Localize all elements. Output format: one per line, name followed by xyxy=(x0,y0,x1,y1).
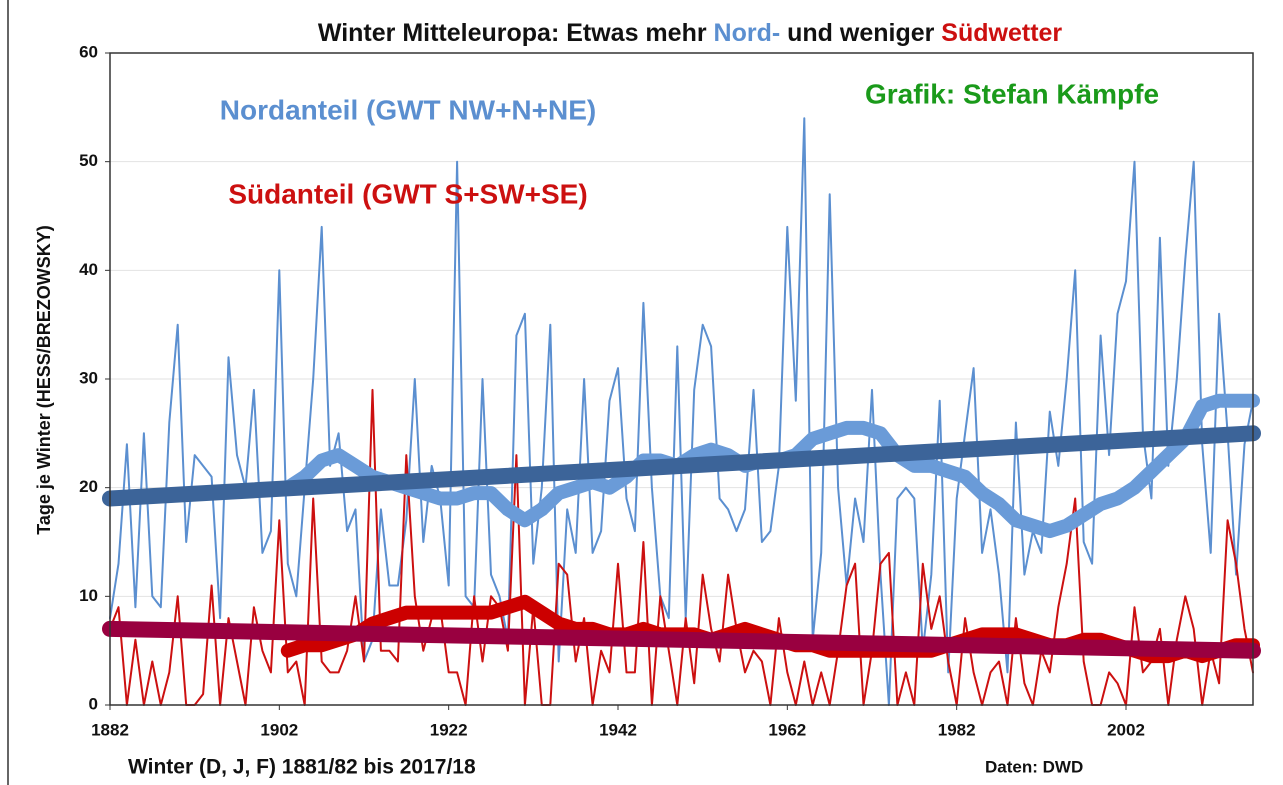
y-tick-label: 50 xyxy=(79,151,98,170)
series-annotation: Nordanteil (GWT NW+N+NE) xyxy=(220,94,596,125)
credit: Grafik: Stefan Kämpfe xyxy=(865,78,1159,109)
y-tick-label: 0 xyxy=(89,694,98,713)
x-axis-label: Winter (D, J, F) 1881/82 bis 2017/18 xyxy=(128,756,476,779)
data-line xyxy=(109,388,1254,706)
source: Daten: DWD xyxy=(985,757,1083,776)
title-part: Winter Mitteleuropa: Etwas mehr xyxy=(318,19,714,47)
data-line xyxy=(109,117,1254,706)
x-tick-label: 1962 xyxy=(768,720,806,739)
y-axis-label: Tage je Winter (HESS/BREZOWSKY) xyxy=(34,225,54,535)
series-annotation: Südanteil (GWT S+SW+SE) xyxy=(228,178,587,209)
y-tick-label: 40 xyxy=(79,260,98,279)
title-part: und weniger xyxy=(780,19,941,47)
y-tick-label: 20 xyxy=(79,477,98,496)
x-tick-label: 1922 xyxy=(430,720,468,739)
data-line xyxy=(102,425,1261,507)
title-part: Südwetter xyxy=(941,19,1062,47)
x-tick-label: 1882 xyxy=(91,720,129,739)
x-tick-label: 1902 xyxy=(260,720,298,739)
y-tick-label: 30 xyxy=(79,368,98,387)
title-part: Nord- xyxy=(714,19,781,47)
data-line xyxy=(102,620,1261,659)
y-tick-label: 10 xyxy=(79,586,98,605)
plot-frame xyxy=(109,52,1254,706)
x-tick-label: 2002 xyxy=(1107,720,1145,739)
y-tick-label: 60 xyxy=(79,42,98,61)
chart-title: Winter Mitteleuropa: Etwas mehr Nord- un… xyxy=(318,19,1063,47)
x-tick-label: 1942 xyxy=(599,720,637,739)
x-tick-label: 1982 xyxy=(938,720,976,739)
